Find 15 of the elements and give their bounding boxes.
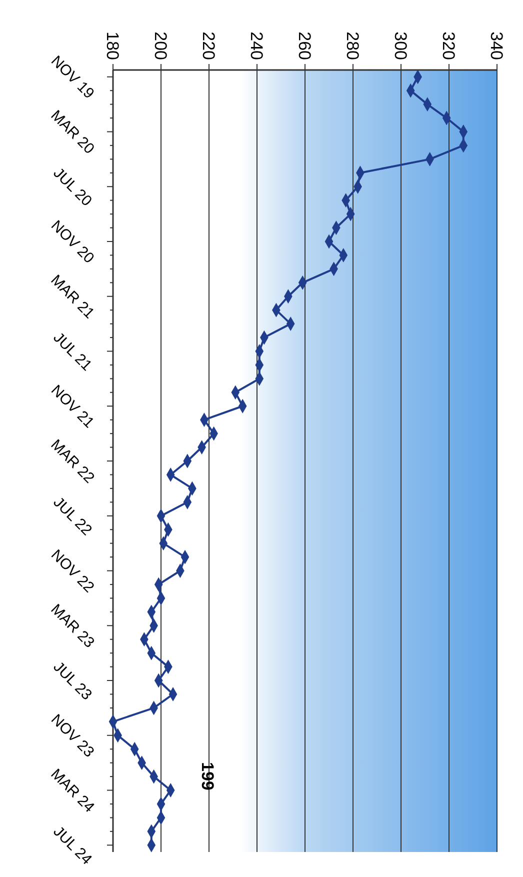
y-tick-label: JUL 23 — [50, 658, 96, 704]
y-tick-label: JUL 24 — [50, 823, 96, 868]
annotation: 199 — [198, 762, 218, 790]
y-tick-label: JUL 20 — [50, 164, 96, 210]
x-tick-label: 340 — [487, 32, 506, 60]
x-tick-label: 260 — [295, 32, 314, 60]
y-tick-label: JUL 22 — [50, 494, 96, 540]
x-tick-label: 320 — [439, 32, 458, 60]
x-tick-label: 300 — [391, 32, 410, 60]
x-tick-label: 240 — [247, 32, 266, 60]
x-tick-label: 220 — [199, 32, 218, 60]
x-tick-label: 180 — [103, 32, 122, 60]
y-tick-label: JUL 21 — [50, 329, 96, 374]
x-tick-label: 200 — [151, 32, 170, 60]
x-tick-label: 280 — [343, 32, 362, 60]
